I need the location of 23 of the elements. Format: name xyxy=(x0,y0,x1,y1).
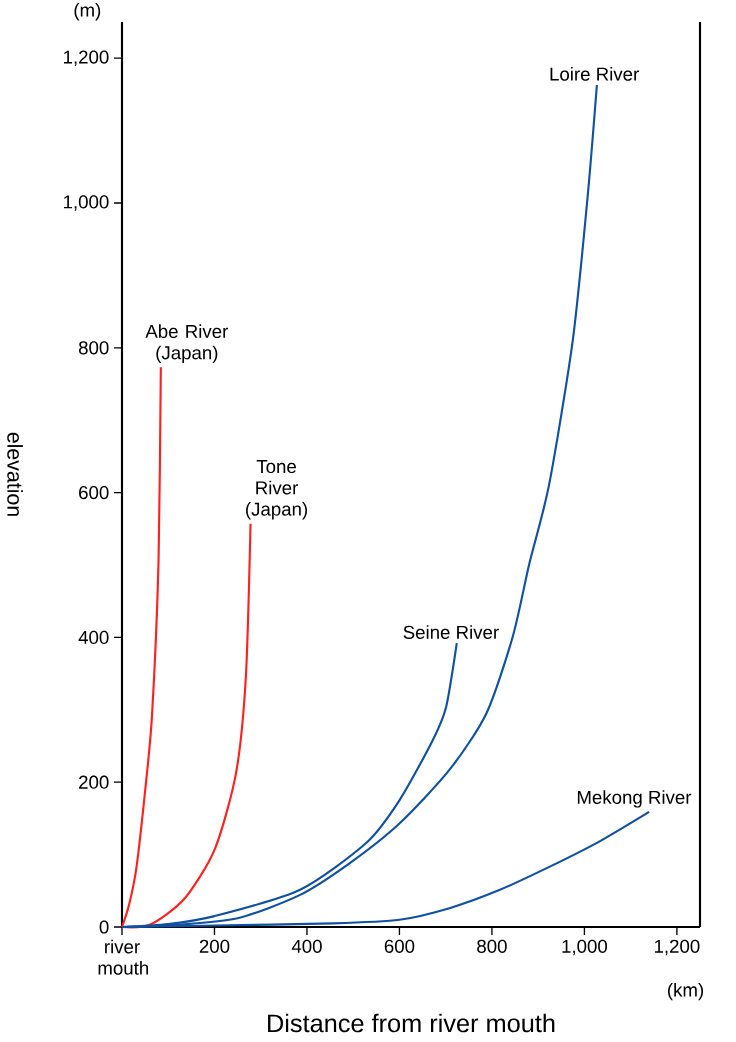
series-label: Tone River (Japan) xyxy=(246,460,308,520)
x-tick-label: 800 xyxy=(477,939,507,953)
x-tick-label: 600 xyxy=(384,939,415,953)
series-label: Seine River xyxy=(403,625,499,639)
series-label: Loire River xyxy=(550,67,639,81)
y-tick-label: 1,200 xyxy=(64,50,109,66)
text: (km) xyxy=(668,982,704,1001)
text: (m) xyxy=(74,3,101,21)
x-tick-label: river mouth xyxy=(98,939,149,975)
series-label: Abe River (Japan) xyxy=(145,324,229,364)
y-axis-title: elevation xyxy=(7,432,23,516)
y-tick-label: 1,000 xyxy=(64,195,109,211)
y-tick-label: 800 xyxy=(78,341,109,355)
y-tick-label: 400 xyxy=(78,630,109,645)
y-tick-label: 600 xyxy=(79,485,109,500)
x-axis-title: Distance from river mouth xyxy=(268,1013,555,1033)
x-tick-label: 400 xyxy=(291,939,322,953)
series-label: Mekong River xyxy=(577,790,692,808)
x-tick-label: 1,000 xyxy=(562,939,608,956)
y-tick-label: 0 xyxy=(99,920,109,934)
x-tick-label: 200 xyxy=(199,939,230,953)
x-tick-label: 1,200 xyxy=(654,939,700,956)
y-tick-label: 200 xyxy=(79,775,109,789)
